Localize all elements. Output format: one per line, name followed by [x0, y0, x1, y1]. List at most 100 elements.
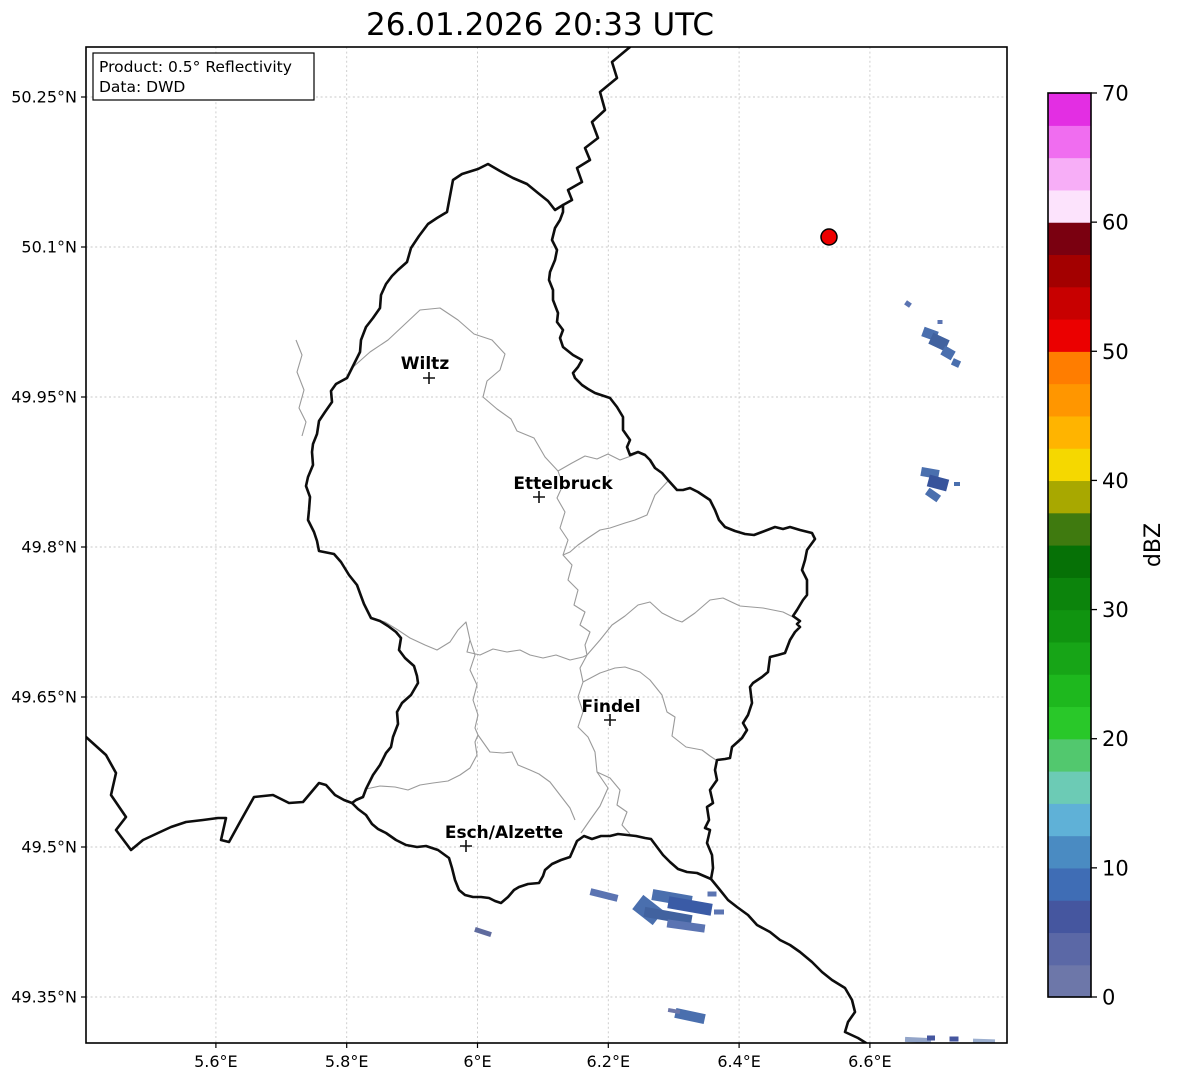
colorbar-tick-label: 70 [1102, 82, 1129, 106]
map-area [86, 47, 1007, 1043]
city-label: Findel [581, 697, 640, 717]
radar-echo-patch [927, 1035, 935, 1041]
border-belgium-france [86, 735, 354, 852]
colorbar-band [1048, 609, 1091, 643]
x-tick-label: 6.2°E [587, 1052, 631, 1071]
colorbar-band [1048, 674, 1091, 708]
y-tick-label: 49.35°N [11, 988, 77, 1007]
x-tick-label: 6.6°E [848, 1052, 892, 1071]
colorbar-band [1048, 932, 1091, 966]
colorbar-band [1048, 480, 1091, 514]
radar-echo-patch [954, 482, 960, 486]
colorbar-band [1048, 415, 1091, 449]
city-label: Wiltz [401, 354, 450, 374]
colorbar-bands [1048, 93, 1091, 998]
colorbar-tick-label: 20 [1102, 727, 1129, 751]
radar-echo-patch [666, 919, 706, 933]
x-tick-label: 5.8°E [325, 1052, 369, 1071]
radar-echo-patch [950, 358, 962, 368]
radar-echo-patch [667, 1007, 681, 1015]
radar-echo-patch [643, 906, 693, 926]
city-cross-marker [533, 491, 545, 503]
colorbar-tick-label: 40 [1102, 469, 1129, 493]
radar-echo-patch [904, 1036, 932, 1043]
radar-echo-patch [707, 891, 717, 897]
colorbar-band [1048, 964, 1091, 998]
radar-echo-patch [667, 896, 713, 916]
city-cross-marker [423, 372, 435, 384]
radar-echo-patch [474, 926, 492, 938]
colorbar-band [1048, 803, 1091, 837]
x-tick-label: 6.4°E [717, 1052, 761, 1071]
country-borders [86, 47, 868, 1043]
y-tick-label: 49.8°N [21, 538, 77, 557]
colorbar-tick-label: 0 [1102, 986, 1115, 1010]
colorbar-band [1048, 319, 1091, 352]
colorbar-band [1048, 835, 1091, 869]
radar-echo-patch [904, 300, 912, 308]
colorbar-band [1048, 448, 1091, 482]
radar-echo-patch [937, 320, 943, 324]
y-tick-label: 50.25°N [11, 88, 77, 107]
radar-echo-patch [940, 345, 956, 361]
radar-echo-patch [926, 474, 950, 492]
radar-site-marker [820, 228, 838, 246]
y-tick-label: 49.95°N [11, 388, 77, 407]
foreign-admin-borders [295, 339, 307, 437]
colorbar-tick-label: 50 [1102, 340, 1129, 364]
radar-echo-patch [972, 1038, 996, 1043]
colorbar-band [1048, 867, 1091, 901]
colorbar-tick-label: 60 [1102, 211, 1129, 235]
info-box: Product: 0.5° Reflectivity Data: DWD [92, 52, 315, 101]
y-tick-label: 49.65°N [11, 688, 77, 707]
city-label: Esch/Alzette [445, 823, 563, 843]
colorbar-band [1048, 577, 1091, 611]
border-luxembourg [304, 162, 817, 905]
city-label: Ettelbruck [513, 474, 613, 494]
colorbar-band [1048, 383, 1091, 417]
colorbar-band [1048, 189, 1091, 223]
x-tick-label: 5.6°E [194, 1052, 238, 1071]
canton-borders [351, 307, 801, 835]
colorbar-tick-label: 10 [1102, 856, 1129, 880]
colorbar-unit-label: dBZ [1141, 523, 1166, 567]
radar-echo-patch [928, 332, 950, 352]
colorbar-band [1048, 706, 1091, 740]
axis-ticks: 5.6°E 5.8°E 6°E 6.2°E 6.4°E 6.6°E 50.25°N 50.1°… [11, 88, 891, 1072]
city-markers: Wiltz Ettelbruck Findel Esch/Alzette [401, 354, 641, 852]
border-germany-france [709, 877, 868, 1043]
colorbar-band [1048, 125, 1091, 159]
colorbar-band [1048, 93, 1091, 126]
axes-frame [85, 46, 1008, 1044]
colorbar-band [1048, 641, 1091, 675]
info-source: Data: DWD [99, 78, 185, 96]
radar-echo-layer [474, 300, 996, 1043]
border-belgium-germany [561, 47, 632, 207]
y-tick-label: 49.5°N [21, 838, 77, 857]
colorbar-band [1048, 512, 1091, 546]
y-tick-label: 50.1°N [21, 238, 77, 257]
colorbar: 0 10 20 30 40 50 60 70 dBZ [1047, 82, 1166, 1010]
city-cross-marker [604, 714, 616, 726]
colorbar-band [1048, 222, 1091, 256]
colorbar-band [1048, 286, 1091, 320]
colorbar-band [1048, 738, 1091, 772]
colorbar-band [1048, 351, 1091, 385]
plot-title: 26.01.2026 20:33 UTC [366, 7, 714, 43]
city-cross-marker [460, 840, 472, 852]
radar-echo-patch [714, 909, 724, 915]
colorbar-band [1048, 254, 1091, 288]
colorbar-band [1048, 900, 1091, 934]
colorbar-ticks: 0 10 20 30 40 50 60 70 [1091, 82, 1129, 1010]
colorbar-tick-label: 30 [1102, 598, 1129, 622]
colorbar-frame [1047, 92, 1092, 998]
radar-echo-patch [674, 1007, 706, 1025]
radar-echo-patch [924, 487, 942, 503]
info-product: Product: 0.5° Reflectivity [99, 58, 292, 76]
x-tick-label: 6°E [463, 1052, 491, 1071]
colorbar-band [1048, 545, 1091, 578]
colorbar-band [1048, 771, 1091, 804]
graticule-gridlines [86, 47, 1007, 1043]
